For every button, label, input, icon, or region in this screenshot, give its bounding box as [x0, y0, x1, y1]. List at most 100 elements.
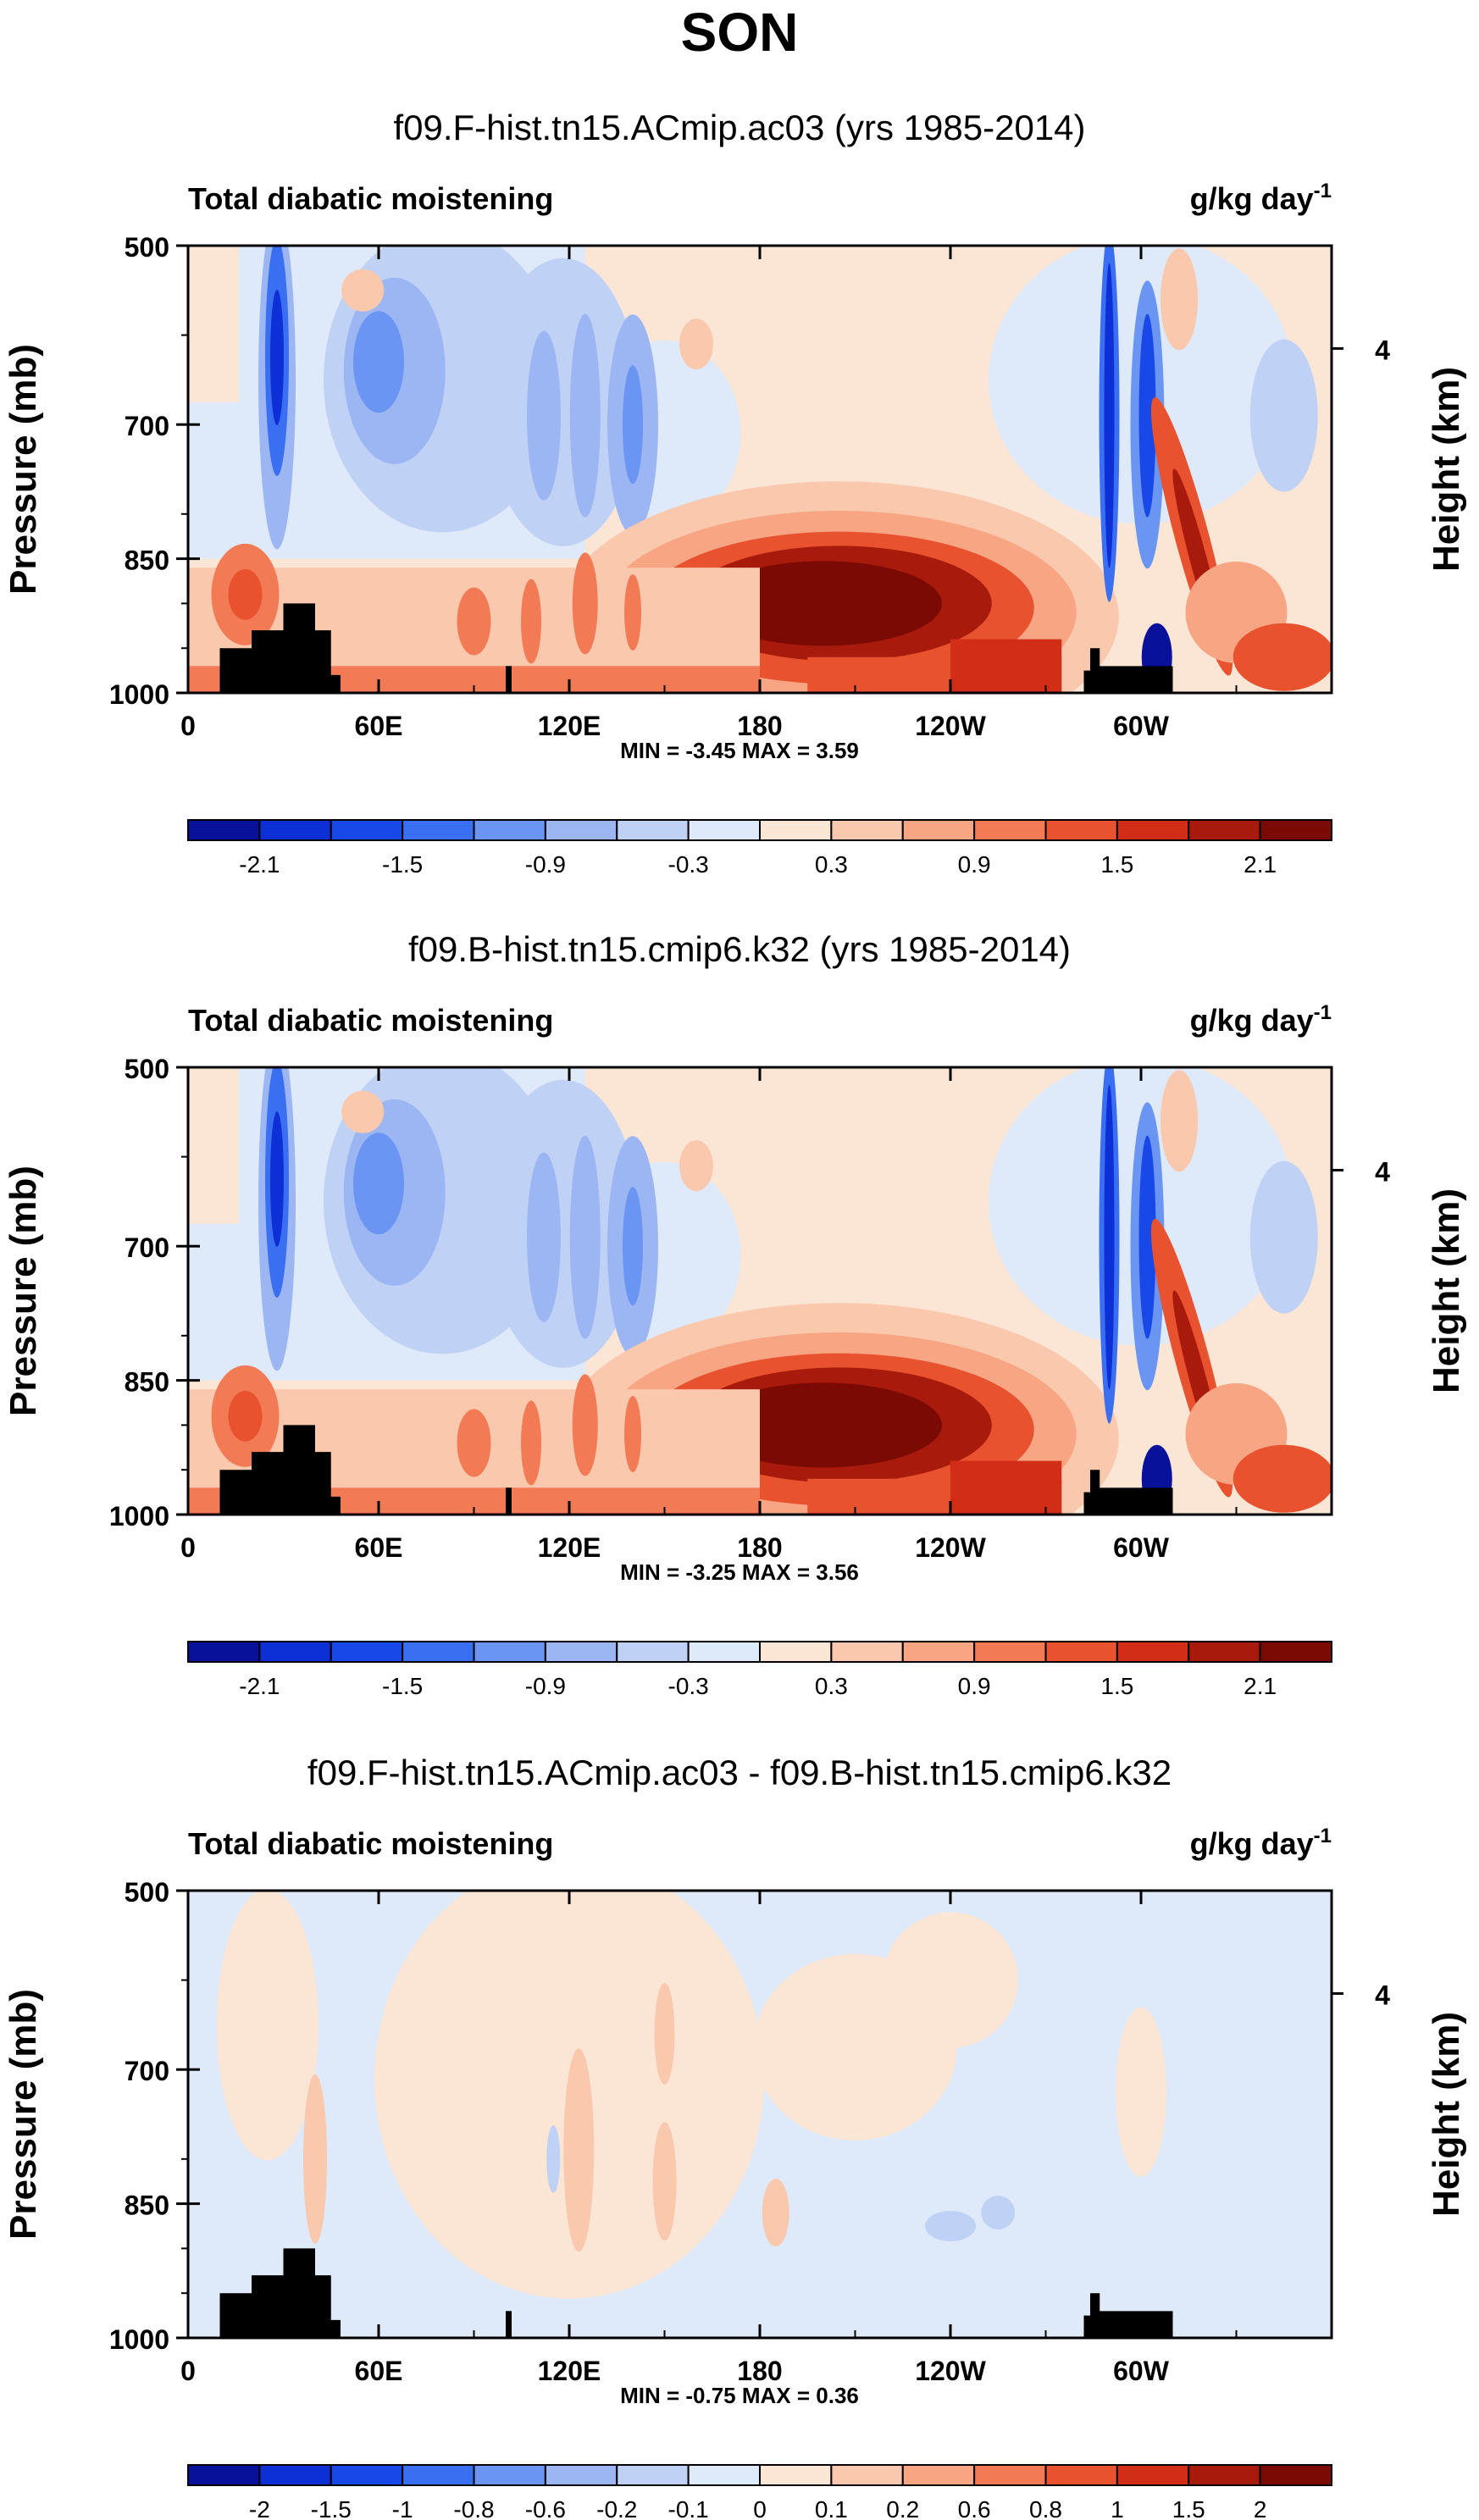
contour-region [521, 579, 541, 664]
contour-region [623, 365, 643, 485]
colorbar-label: -0.3 [668, 1673, 709, 1699]
y-tick-label: 850 [125, 2190, 169, 2221]
colorbar-box [544, 2464, 618, 2486]
colorbar-box [258, 1641, 332, 1663]
colorbar-label: 0.8 [1029, 2496, 1062, 2520]
units-main: g/kg day [1190, 181, 1314, 216]
contour-region [705, 561, 942, 646]
colorbar-box [687, 1641, 761, 1663]
colorbar-box [1188, 2464, 1261, 2486]
x-tick-label: 0 [180, 711, 196, 741]
panel-title: f09.B-hist.tn15.cmip6.k32 (yrs 1985-2014… [408, 929, 1071, 969]
y-tick-label: 500 [125, 1054, 169, 1084]
colorbar-box [187, 2464, 261, 2486]
contour-region [1138, 313, 1156, 518]
y-tick-label: 700 [125, 411, 169, 441]
colorbar-label: -0.9 [525, 1673, 566, 1699]
topography-spike [506, 1487, 512, 1515]
colorbar-box [330, 2464, 404, 2486]
contour-region [1249, 339, 1318, 492]
colorbar: -2.1 -1.5 -0.9 -0.3 0.3 0.9 1.5 2.1 [187, 819, 1332, 878]
contour-region [270, 290, 284, 425]
colorbar-box [830, 1641, 904, 1663]
colorbar-label: 0.3 [815, 851, 848, 878]
colorbar-label: -1.5 [311, 2496, 352, 2520]
contour-region [679, 318, 713, 370]
y-right-tick-label: 4 [1375, 1980, 1390, 2010]
y-axis-label: Pressure (mb) [3, 344, 44, 595]
contour-region [546, 2124, 561, 2193]
colorbar-box [616, 819, 690, 841]
colorbar-box [402, 819, 475, 841]
contour-region [457, 587, 491, 656]
units-superscript: -1 [1314, 180, 1332, 202]
contour-region [521, 1400, 541, 1486]
contour-region [1160, 248, 1198, 351]
contour-region [1138, 1135, 1156, 1339]
contour-region [228, 568, 263, 620]
x-tick-label: 60E [355, 1532, 403, 1563]
colorbar-box [1259, 819, 1332, 841]
min-max-stats: MIN = -3.45 MAX = 3.59 [620, 738, 859, 763]
panel-2: f09.B-hist.tn15.cmip6.k32 (yrs 1985-2014… [3, 929, 1467, 1699]
contour-region [486, 258, 640, 546]
contour-region [705, 1382, 942, 1468]
x-tick-label: 120W [915, 1532, 986, 1563]
colorbar-box [330, 819, 404, 841]
x-tick-label: 60W [1113, 1532, 1170, 1563]
contour-region [1232, 623, 1332, 691]
colorbar-label: 0 [753, 2496, 767, 2520]
colorbar-label: -2.1 [239, 851, 280, 878]
panel-1: f09.F-hist.tn15.ACmip.ac03 (yrs 1985-201… [3, 108, 1467, 878]
contour-region [270, 1111, 284, 1247]
colorbar-box [258, 2464, 332, 2486]
colorbar-box [544, 819, 618, 841]
colorbar-box [544, 1641, 618, 1663]
colorbar-box [759, 1641, 833, 1663]
x-tick-label: 0 [180, 2356, 196, 2386]
y-right-axis-label: Height (km) [1426, 367, 1467, 572]
topography-andes [1083, 1470, 1173, 1515]
y-axis-label: Pressure (mb) [3, 1989, 44, 2240]
colorbar-label: -0.3 [668, 851, 709, 878]
contour-region [925, 2211, 976, 2241]
y-tick-label: 700 [125, 1232, 169, 1263]
colorbar-box [402, 1641, 475, 1663]
contour-region [188, 1067, 239, 1224]
topography-africa [219, 603, 341, 693]
colorbar-box [1188, 1641, 1261, 1663]
contour-region [341, 1090, 385, 1133]
units-superscript: -1 [1314, 1001, 1332, 1024]
y-right-axis-label: Height (km) [1426, 2012, 1467, 2217]
contour-region [762, 2179, 789, 2247]
topography-mask [219, 1425, 1173, 1515]
colorbar-label: 1 [1111, 2496, 1124, 2520]
colorbar-label: 0.3 [815, 1673, 848, 1699]
y-tick-label: 1000 [109, 2324, 169, 2355]
x-tick-label: 60W [1113, 2356, 1170, 2386]
colorbar-box [187, 1641, 261, 1663]
contour-region [1104, 1084, 1115, 1390]
x-tick-label: 0 [180, 1532, 196, 1563]
x-tick-label: 120E [538, 711, 601, 741]
colorbar-box [402, 2464, 475, 2486]
colorbar-label: 0.2 [886, 2496, 919, 2520]
y-tick-label: 1000 [109, 1501, 169, 1531]
topography-andes [1083, 648, 1173, 693]
colorbar-box [330, 1641, 404, 1663]
colorbar-label: 2.1 [1244, 851, 1277, 878]
contour-region [624, 573, 641, 651]
units-superscript: -1 [1314, 1825, 1332, 1847]
x-tick-label: 120W [915, 2356, 986, 2386]
left-string: Total diabatic moistening [188, 181, 553, 216]
colorbar-box [1259, 2464, 1332, 2486]
colorbar-box [473, 2464, 546, 2486]
contour-field [188, 246, 1332, 693]
contour-region [486, 1079, 640, 1368]
contour-region [679, 1140, 713, 1192]
contour-region [353, 311, 404, 413]
colorbar-box [759, 819, 833, 841]
colorbar-label: -0.1 [668, 2496, 709, 2520]
contour-region [950, 1460, 1062, 1515]
